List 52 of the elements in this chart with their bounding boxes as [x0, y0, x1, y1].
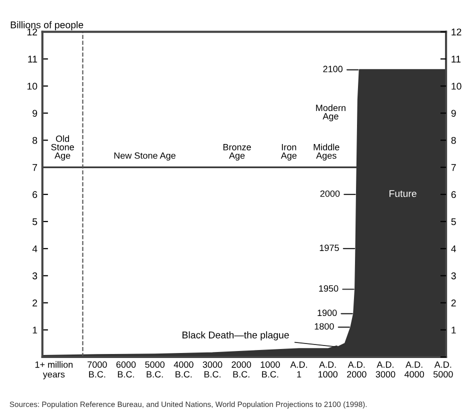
- annotation: Iron Age: [280, 144, 297, 161]
- y2-tick-label: 4: [451, 245, 456, 252]
- x-tick-label: A.D. 1000: [318, 361, 338, 378]
- y-tick-label: 9: [32, 110, 38, 117]
- y-tick-label: 1: [32, 326, 38, 334]
- x-tick-label: 4000 B.C.: [174, 361, 194, 378]
- y-tick-label: 10: [27, 82, 38, 90]
- x-tick-label: A.D. 2000: [347, 361, 366, 378]
- y-tick-label: 12: [27, 28, 38, 36]
- x-tick-label: 7000 B.C.: [88, 361, 107, 378]
- annotation: Black Death—the plague: [182, 331, 289, 340]
- y2-tick-label: 3: [451, 272, 456, 280]
- annotation: Old Stone Age: [51, 135, 74, 161]
- annotation: Bronze Age: [223, 144, 251, 161]
- y2-tick-label: 6: [451, 191, 456, 198]
- annotation: 1950: [319, 285, 338, 292]
- y-tick-label: 11: [28, 56, 38, 62]
- x-tick-label: 1+ million years: [35, 361, 73, 380]
- y2-tick-label: 2: [451, 300, 456, 306]
- annotation: Middle Ages: [314, 144, 340, 161]
- y-tick-label: 7: [32, 164, 38, 171]
- annotation: 2000: [320, 190, 340, 197]
- x-tick-label: A.D. 5000: [433, 361, 453, 378]
- annotation: 1900: [318, 310, 337, 316]
- annotation: New Stone Age: [114, 152, 176, 161]
- y2-tick-label: 12: [452, 28, 462, 36]
- y-tick-label: 3: [32, 272, 38, 280]
- y-tick-label: 5: [32, 218, 38, 226]
- y-tick-label: 4: [32, 245, 38, 252]
- y-tick-label: 6: [32, 191, 38, 198]
- x-tick-label: 1000 B.C.: [260, 361, 280, 378]
- y2-tick-label: 1: [452, 326, 456, 334]
- annotation: 1975: [320, 244, 339, 252]
- x-tick-label: 5000 B.C.: [145, 361, 165, 378]
- x-tick-label: 6000 B.C.: [116, 361, 136, 378]
- annotation: Future: [390, 190, 416, 198]
- x-tick-label: A.D. 3000: [376, 361, 396, 378]
- y2-tick-label: 5: [451, 218, 456, 226]
- y2-tick-label: 7: [451, 164, 456, 171]
- y-tick-label: 8: [32, 136, 38, 144]
- x-tick-label: A.D. 1: [290, 361, 307, 378]
- y2-tick-label: 10: [452, 82, 462, 90]
- x-tick-label: A.D. 4000: [404, 361, 424, 378]
- x-tick-label: 3000 B.C.: [202, 361, 222, 378]
- y2-tick-label: 9: [451, 110, 456, 117]
- annotation: 2100: [323, 66, 343, 72]
- annotation: Modern Age: [316, 104, 346, 122]
- y2-tick-label: 8: [451, 136, 456, 144]
- y2-tick-label: 11: [452, 56, 461, 62]
- annotation: 1800: [314, 323, 334, 330]
- y-tick-label: 2: [32, 300, 38, 306]
- x-tick-label: 2000 B.C.: [232, 361, 252, 378]
